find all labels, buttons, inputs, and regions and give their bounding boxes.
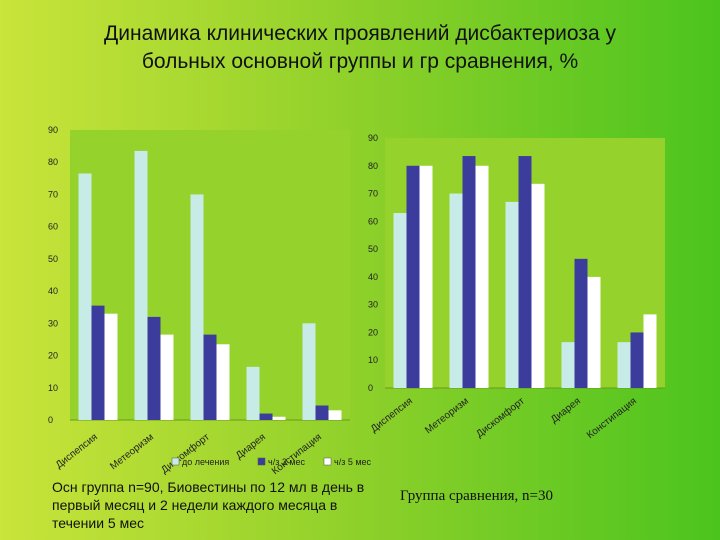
title-line-1: Динамика клинических проявлений дисбакте… xyxy=(104,22,616,45)
y-tick-label: 60 xyxy=(48,222,58,232)
legend-swatch xyxy=(323,457,332,466)
title-line-2: больных основной группы и гр сравнения, … xyxy=(141,50,579,73)
y-tick-label: 80 xyxy=(48,157,58,167)
legend-label: ч/з 5 мес xyxy=(334,457,372,467)
y-tick-label: 50 xyxy=(368,244,378,254)
y-tick-label: 80 xyxy=(368,161,378,171)
bar-s2-5 xyxy=(315,405,329,420)
y-tick-label: 30 xyxy=(368,300,378,310)
bar-s3-2 xyxy=(160,334,174,420)
bar-s1-2 xyxy=(134,150,148,420)
bar-s1-2 xyxy=(449,193,463,388)
legend-swatch xyxy=(171,457,180,466)
y-tick-label: 0 xyxy=(368,383,373,393)
bar-s3-5 xyxy=(328,410,342,420)
y-tick-label: 60 xyxy=(368,216,378,226)
bar-s1-5 xyxy=(302,323,316,420)
bar-s3-3 xyxy=(531,183,545,388)
legend-swatch xyxy=(257,457,266,466)
y-tick-label: 10 xyxy=(368,355,378,365)
bar-s2-3 xyxy=(518,156,532,388)
bar-s1-1 xyxy=(393,213,407,388)
legend: до лечения ч/з 2 мес ч/з 5 мес xyxy=(171,457,372,467)
bar-s2-2 xyxy=(462,156,476,388)
bar-s1-3 xyxy=(505,201,519,388)
y-tick-label: 40 xyxy=(48,286,58,296)
category-label: Дискомфорт xyxy=(474,395,527,440)
bar-s3-1 xyxy=(104,313,118,420)
bar-s3-4 xyxy=(272,416,286,420)
legend-label: ч/з 2 мес xyxy=(268,457,306,467)
bar-s2-5 xyxy=(630,332,644,388)
legend-label: до лечения xyxy=(182,457,229,467)
bar-s1-4 xyxy=(561,342,575,388)
y-tick-label: 0 xyxy=(48,415,53,425)
main-group-caption: Осн группа n=90, Биовестины по 12 мл в д… xyxy=(52,479,365,531)
comparison-group-caption: Группа сравнения, n=30 xyxy=(400,488,553,504)
bar-s2-3 xyxy=(203,334,217,420)
category-label: Диарея xyxy=(549,396,583,426)
y-tick-label: 30 xyxy=(48,318,58,328)
y-tick-label: 50 xyxy=(48,254,58,264)
bar-s3-4 xyxy=(587,276,601,388)
y-tick-label: 10 xyxy=(48,383,58,393)
page-title: Динамика клинических проявлений дисбакте… xyxy=(0,20,720,76)
y-tick-label: 40 xyxy=(368,272,378,282)
bar-s1-4 xyxy=(246,366,260,420)
bar-s2-1 xyxy=(406,165,420,388)
bar-s2-1 xyxy=(91,305,105,420)
y-tick-label: 70 xyxy=(48,189,58,199)
bar-s2-4 xyxy=(259,413,273,420)
category-label: Диспепсия xyxy=(369,396,415,435)
y-tick-label: 90 xyxy=(48,125,58,135)
y-tick-label: 70 xyxy=(368,189,378,199)
category-label: Метеоризм xyxy=(423,396,471,437)
bar-s3-3 xyxy=(216,344,230,420)
bar-s1-5 xyxy=(617,342,631,388)
bar-s3-1 xyxy=(419,165,433,388)
bar-s1-1 xyxy=(78,173,92,420)
bar-s2-2 xyxy=(147,316,161,420)
bar-s1-3 xyxy=(190,194,204,420)
bar-s3-5 xyxy=(643,314,657,388)
bar-s2-4 xyxy=(574,258,588,388)
bar-s3-2 xyxy=(475,165,489,388)
category-label: Констипация xyxy=(585,396,639,441)
y-tick-label: 20 xyxy=(48,351,58,361)
y-tick-label: 90 xyxy=(368,133,378,143)
y-tick-label: 20 xyxy=(368,327,378,337)
